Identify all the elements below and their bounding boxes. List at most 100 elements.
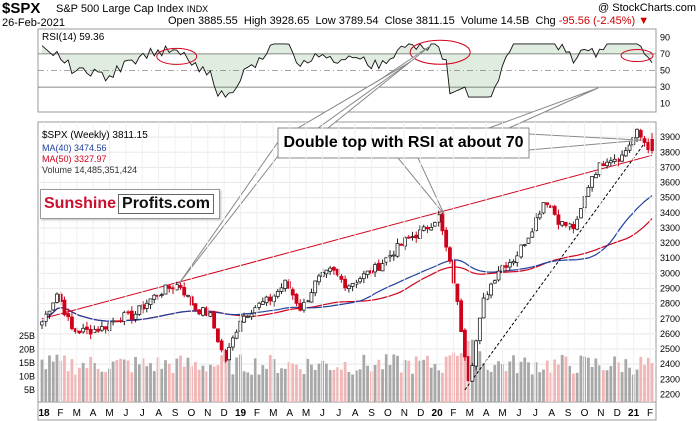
candle-body (567, 223, 572, 228)
price-tick-label: 3600 (660, 178, 680, 188)
date-tick-label: O (581, 408, 589, 419)
candle-body (268, 296, 273, 302)
candle-body (219, 340, 224, 351)
volume-bar (396, 355, 399, 402)
candle-body (642, 138, 647, 143)
volume-bar (70, 359, 74, 402)
volume-bar (223, 359, 227, 402)
volume-bar (227, 355, 231, 402)
volume-bar (579, 355, 583, 402)
candle-body (283, 279, 288, 289)
volume-bar (553, 359, 557, 402)
candle-body (489, 283, 493, 296)
volume-bar (403, 360, 407, 402)
candle-body (477, 317, 482, 342)
volume-bar (366, 365, 369, 402)
annotation-text: Double top with RSI at about 70 (283, 134, 524, 151)
volume-bar (564, 356, 568, 402)
candle-body (455, 283, 460, 302)
candle-body (253, 307, 258, 314)
candle-body (343, 278, 348, 289)
volume-bar (268, 355, 272, 402)
date-tick-label: S (368, 408, 375, 419)
volume-bar (650, 362, 654, 402)
chart-date: 26-Feb-2021 (2, 17, 65, 29)
low-label: Low (315, 15, 336, 27)
date-tick-label: M (466, 408, 474, 419)
candle-body (317, 275, 321, 283)
candle-body (507, 262, 512, 268)
candle-body (81, 327, 86, 333)
candle-body (290, 289, 295, 296)
volume-bar (519, 361, 523, 402)
candle-body (51, 302, 56, 311)
volume-bar (167, 363, 171, 402)
rising-trendline (41, 154, 653, 320)
candle-body (47, 310, 52, 315)
volume-bar (639, 356, 643, 402)
candle-body (623, 150, 628, 157)
volume-bar (448, 355, 452, 402)
date-tick-label: N (597, 408, 604, 419)
candle-body (552, 205, 557, 215)
volume-bar (620, 372, 624, 402)
volume-bar (426, 355, 429, 402)
candle-body (399, 243, 404, 246)
volume-bar (209, 364, 212, 402)
date-tick-label: A (286, 408, 293, 419)
candle-body (515, 255, 520, 264)
volume-bar (508, 361, 512, 402)
volume-label: Volume (460, 15, 498, 27)
volume-bar (325, 363, 328, 402)
volume-bar (399, 372, 403, 402)
price-tick-label: 3900 (660, 132, 680, 142)
volume-bar (624, 359, 628, 402)
volume-bar (197, 369, 201, 402)
volume-bar (205, 371, 209, 402)
candle-body (167, 285, 172, 289)
ma40-legend: MA(40) 3474.56 (42, 143, 107, 153)
volume-bar (74, 374, 78, 402)
candle-body (429, 226, 434, 231)
candle-body (406, 236, 411, 239)
candle-body (414, 234, 419, 239)
volume-bar (81, 362, 85, 402)
volume-bar (55, 354, 59, 402)
rsi-value: 59.36 (79, 32, 105, 43)
candle-body (144, 302, 149, 309)
price-tick-label: 3300 (660, 223, 680, 233)
date-tick-label: 21 (628, 408, 640, 419)
candle-body (481, 297, 486, 319)
index-title: S&P 500 Large Cap Index (56, 3, 184, 15)
volume-bar (444, 356, 448, 402)
volume-bar (287, 361, 291, 402)
volume-bar (164, 360, 167, 402)
volume-bar (459, 353, 463, 402)
volume-bar (66, 371, 70, 402)
date-tick-label: O (188, 408, 196, 419)
candle-body (511, 260, 516, 264)
volume-bar (613, 356, 616, 402)
candle-body (440, 213, 445, 232)
candle-body (575, 218, 580, 230)
price-tick-label: 3100 (660, 253, 680, 263)
volume-bar (534, 362, 538, 402)
candle-body (197, 309, 202, 315)
volume-bar (616, 362, 620, 402)
candle-body (560, 221, 565, 226)
candle-body (178, 285, 183, 288)
date-tick-label: M (105, 408, 113, 419)
date-tick-label: F (450, 408, 456, 419)
candle-body (519, 244, 523, 258)
volume-bar (149, 363, 152, 402)
date-axis-panel (37, 401, 657, 421)
volume-bar (643, 364, 646, 402)
volume-bar (433, 364, 437, 402)
rsi-highlight-circle (409, 39, 471, 65)
volume-bar (429, 367, 433, 402)
candle-body (186, 294, 190, 297)
volume-bar (474, 359, 478, 402)
price-tick-label: 2700 (660, 314, 680, 324)
candle-body (159, 294, 164, 296)
volume-bar (182, 366, 186, 402)
